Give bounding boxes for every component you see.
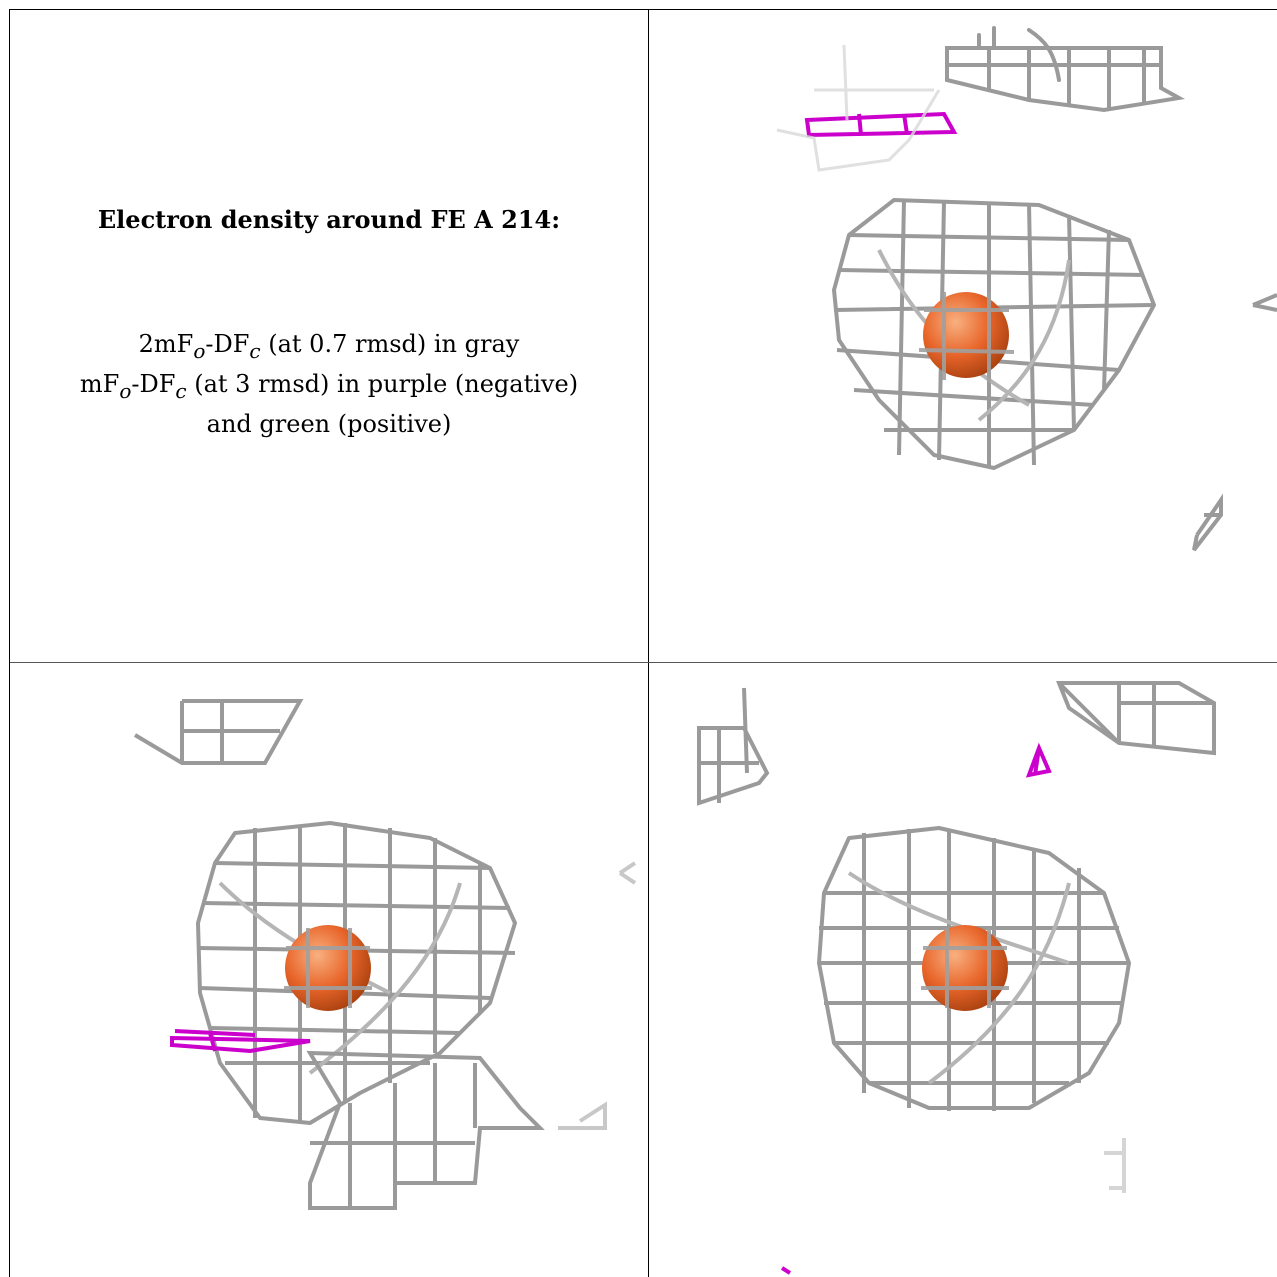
legend-line-positive: and green (positive) <box>206 409 452 438</box>
frame-top <box>10 9 1277 10</box>
negative-density-mesh <box>804 111 958 138</box>
density-view-1-svg <box>776 26 1277 552</box>
mesh-fragment <box>945 26 1186 113</box>
frame-left <box>9 9 10 1277</box>
legend-title: Electron density around FE A 214: <box>97 205 561 234</box>
frame-middle <box>648 9 649 1277</box>
legend-lines: 2mFo-DFc (at 0.7 rmsd) in gray mFo-DFc (… <box>10 328 648 441</box>
mesh-fragment <box>697 681 1216 806</box>
fe-atom <box>285 925 371 1011</box>
fe-atom <box>923 292 1009 378</box>
frame-divider <box>10 662 1277 663</box>
fe-atom <box>922 925 1008 1011</box>
density-view-3-svg <box>697 681 1216 1275</box>
density-view-2-svg <box>133 699 637 1210</box>
mesh-fragment <box>306 1050 545 1210</box>
density-view-3 <box>649 663 1277 1277</box>
density-view-1 <box>649 10 1277 662</box>
legend-panel: Electron density around FE A 214: 2mFo-D… <box>10 10 648 662</box>
legend-line-fofc: mFo-DFc (at 3 rmsd) in purple (negative) <box>79 369 579 403</box>
negative-density-mesh <box>170 1029 311 1054</box>
legend-line-2fofc: 2mFo-DFc (at 0.7 rmsd) in gray <box>138 330 520 363</box>
mesh-fragment <box>133 699 304 765</box>
negative-density-mesh <box>1025 742 1052 778</box>
density-view-2 <box>10 663 648 1277</box>
